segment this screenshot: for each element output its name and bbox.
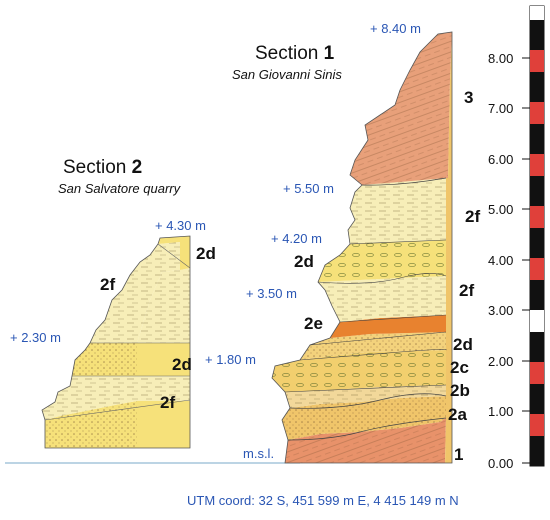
s2-elevation-label: + 2.30 m [10, 330, 61, 345]
utm-coordinates: UTM coord: 32 S, 451 599 m E, 4 415 149 … [187, 493, 459, 508]
section-2-subtitle: San Salvatore quarry [58, 181, 181, 196]
elevation-scale-bar [522, 5, 545, 467]
s2-unit-label: 2d [172, 355, 192, 374]
s2-unit-label: 2f [160, 393, 176, 412]
s1-unit-label: 2c [450, 358, 469, 377]
scale-tick-label: 4.00 [488, 253, 514, 268]
scale-tick-label: 3.00 [488, 303, 514, 318]
s2-unit-label: 2d [196, 244, 216, 263]
scale-tick-label: 5.00 [488, 202, 514, 217]
s1-unit-label: 2d [294, 252, 314, 271]
s1-unit-label: 3 [464, 88, 474, 107]
s1-elevation-label: + 5.50 m [283, 181, 334, 196]
scale-tick-label: 8.00 [488, 51, 514, 66]
s2-elevation-label: + 4.30 m [155, 218, 206, 233]
section-2-title: Section 2 [63, 158, 142, 177]
s2-unit-label: 2f [100, 275, 116, 294]
s1-unit-label: 2b [450, 381, 470, 400]
section-1-column [271, 31, 453, 464]
section-1-title: Section 1 [255, 44, 334, 63]
s1-unit-label: 2f [459, 281, 475, 300]
s1-elevation-label: + 1.80 m [205, 352, 256, 367]
s1-unit-label: 2d [453, 335, 473, 354]
section-1-title-number: 1 [323, 43, 335, 64]
section-2-column [41, 235, 191, 449]
section-2-title-word: Section [63, 157, 127, 178]
scale-tick-label: 0.00 [488, 456, 514, 471]
sea-level-label: m.s.l. [243, 446, 275, 461]
scale-tick-label: 1.00 [488, 404, 514, 419]
s1-unit-label: 2f [465, 207, 481, 226]
s2-layer-2d-top [158, 236, 190, 270]
section-1-title-word: Section [255, 43, 319, 64]
s1-elevation-label: + 3.50 m [246, 286, 297, 301]
s1-unit-label: 2a [448, 405, 467, 424]
s1-elevation-label: + 4.20 m [271, 231, 322, 246]
s1-unit-label: 2e [304, 314, 323, 333]
section-2-title-number: 2 [131, 157, 143, 178]
s1-elevation-label: + 8.40 m [370, 21, 421, 36]
scale-tick-label: 2.00 [488, 354, 514, 369]
scale-tick-label: 6.00 [488, 152, 514, 167]
s1-unit-label: 1 [454, 445, 464, 464]
section-1-subtitle: San Giovanni Sinis [232, 67, 342, 82]
scale-tick-label: 7.00 [488, 101, 514, 116]
